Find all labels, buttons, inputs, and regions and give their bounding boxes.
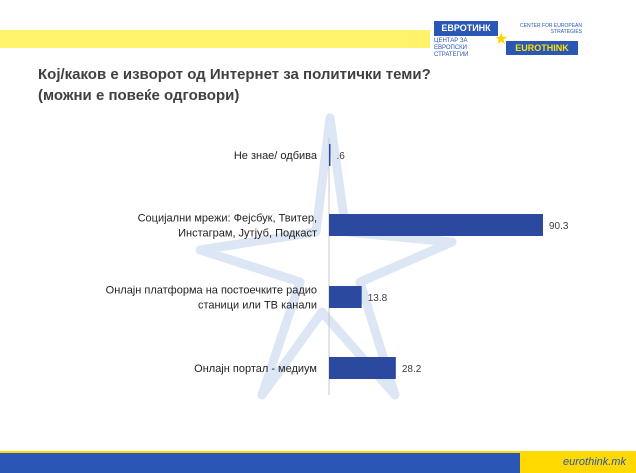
category-label-2-line-1: Социјални мрежи: Фејсбук, Твитер, xyxy=(138,213,317,225)
value-label-3: 13.8 xyxy=(368,293,388,304)
logo-mk-subtitle: ЦЕНТАР ЗА ЕВРОПСКИ СТРАТЕГИИ xyxy=(434,38,469,58)
category-label-2-line-2: Инстаграм, Јутјуб, Подкаст xyxy=(178,228,317,240)
bar-3 xyxy=(329,286,362,308)
footer-site-label: eurothink.mk xyxy=(563,456,626,468)
logo-en-subtitle: CENTER FOR EUROPEAN STRATEGIES xyxy=(520,23,582,35)
category-label-4: Онлајн портал - медиум xyxy=(194,363,317,375)
title-line-2: (можни е повеќе одговори) xyxy=(38,87,240,104)
value-label-4: 28.2 xyxy=(402,364,422,375)
category-label-3-line-2: станици или ТВ канали xyxy=(198,300,317,312)
bar-1 xyxy=(329,144,331,166)
logo-mk-title: ЕВРОТИНК xyxy=(434,21,498,36)
eurothink-logo: ЕВРОТИНК ЦЕНТАР ЗА ЕВРОПСКИ СТРАТЕГИИ ★ … xyxy=(434,21,582,61)
footer-blue-band xyxy=(0,453,520,473)
value-label-1: .6 xyxy=(337,151,346,162)
category-label-1: Не знае/ одбива xyxy=(234,150,318,162)
value-label-2: 90.3 xyxy=(549,221,569,232)
bar-4 xyxy=(329,357,396,379)
logo-star-icon: ★ xyxy=(494,31,509,48)
page-title: Кој/каков е изворот од Интернет за полит… xyxy=(38,64,518,106)
category-label-3-line-1: Онлајн платформа на постоечките радио xyxy=(106,285,317,297)
title-line-1: Кој/каков е изворот од Интернет за полит… xyxy=(38,66,431,83)
logo-en-title: EUROTHINK xyxy=(506,41,578,55)
bar-2 xyxy=(329,214,544,236)
header-yellow-band xyxy=(0,30,430,48)
